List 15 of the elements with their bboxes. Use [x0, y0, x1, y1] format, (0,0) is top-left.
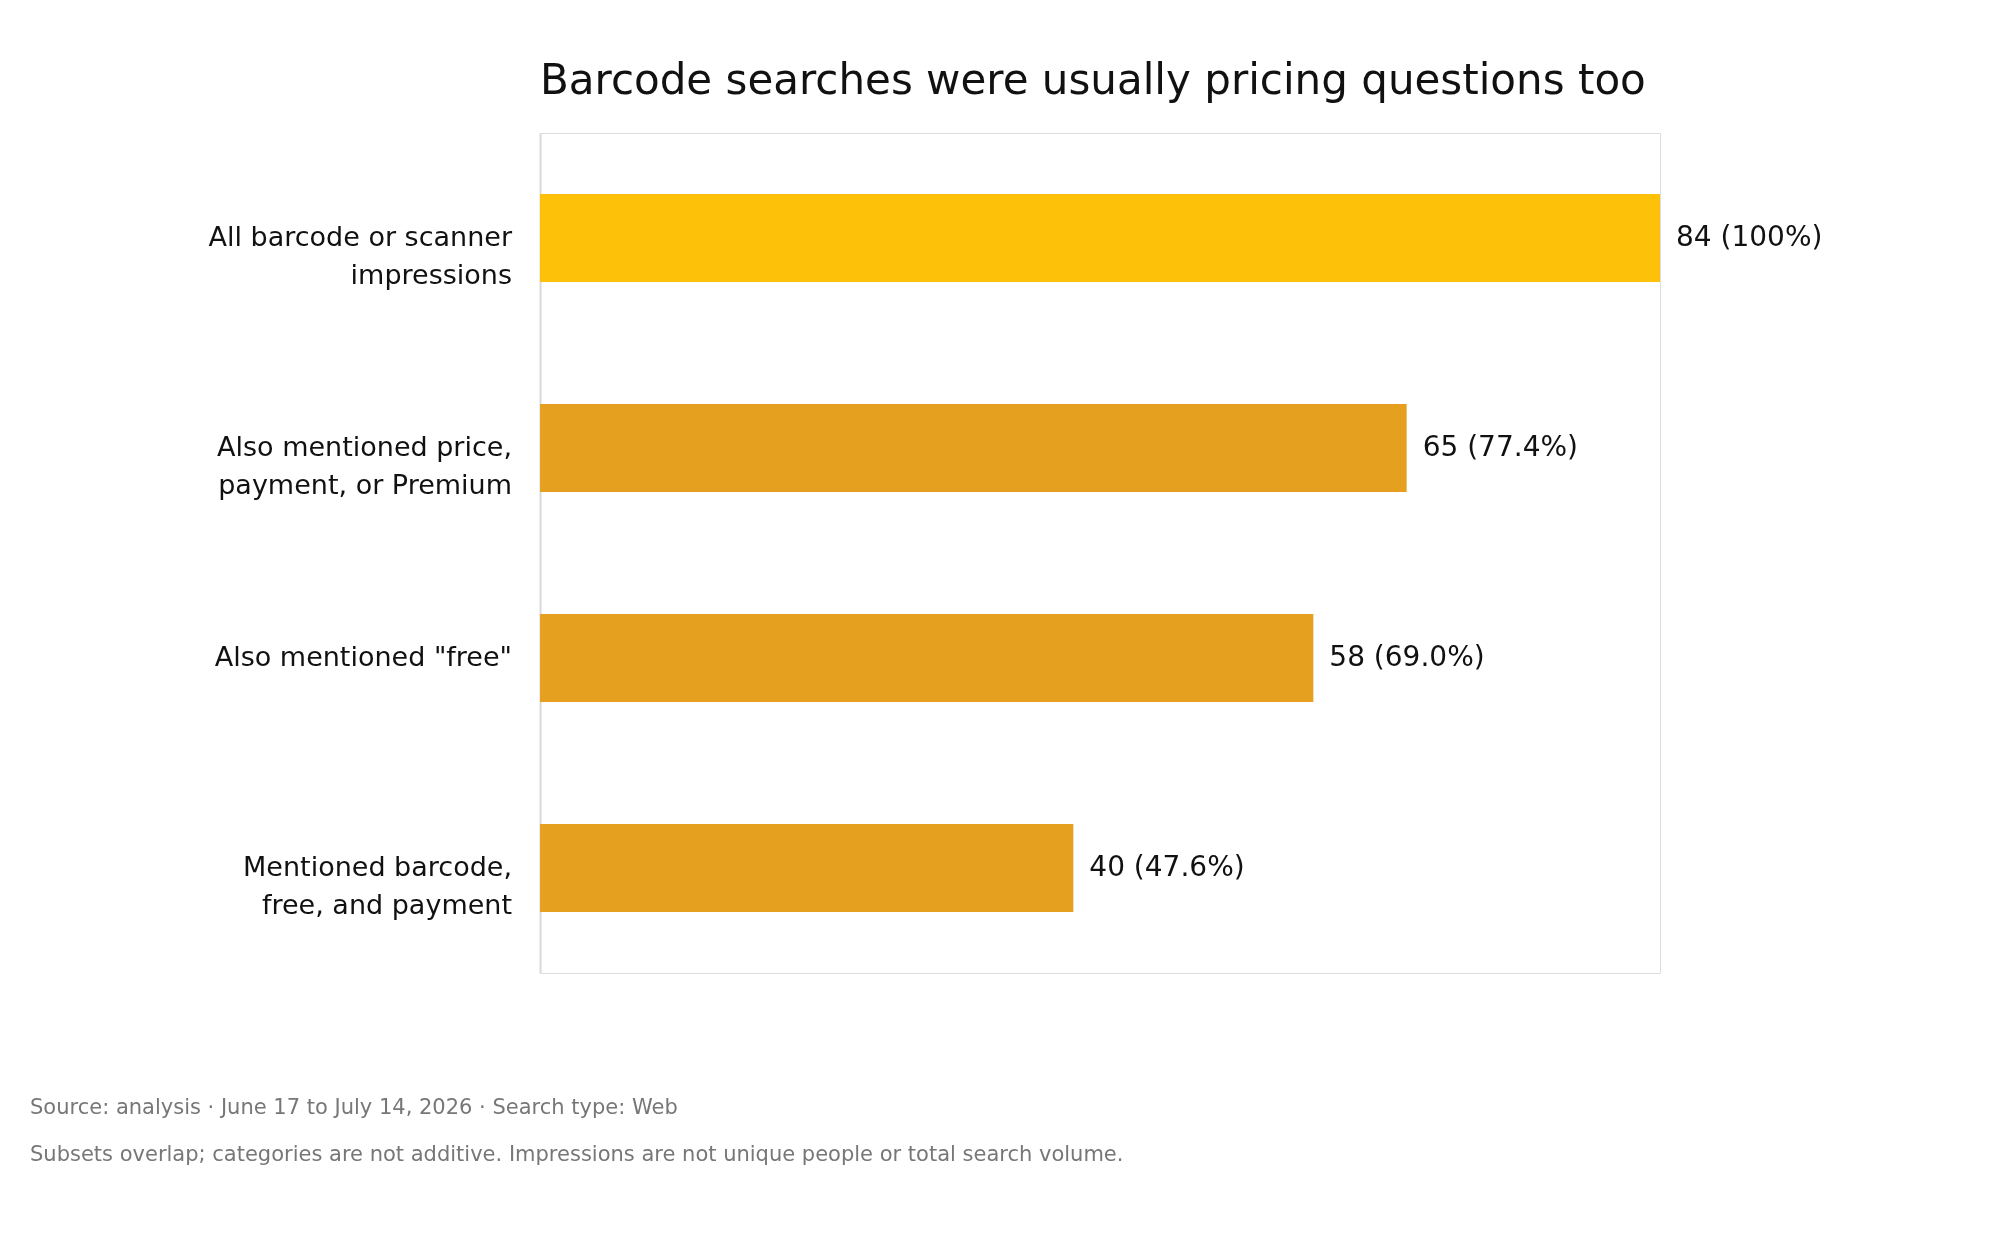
source-note: Source: analysis · June 17 to July 14, 2026 · Search type: Web: [30, 1095, 678, 1119]
data-label: 40 (47.6%): [1089, 850, 1245, 883]
y-tick-label: Also mentioned price, payment, or Premium: [217, 431, 512, 500]
chart-title: Barcode searches were usually pricing questions too: [540, 55, 1646, 104]
bar: [540, 823, 1074, 913]
bar: [540, 403, 1407, 493]
y-tick-label: Also mentioned "free": [214, 641, 512, 672]
bar: [540, 193, 1660, 283]
y-tick-label: All barcode or scanner impressions: [208, 221, 513, 290]
bar: [540, 613, 1314, 703]
data-label: 65 (77.4%): [1422, 430, 1578, 463]
y-tick-label: Mentioned barcode, free, and payment: [243, 851, 512, 920]
data-label: 84 (100%): [1676, 220, 1823, 253]
text: Subsets overlap; categories are not additive. Impressions are not unique people or total search volume.: [30, 1142, 1124, 1166]
data-label: 58 (69.0%): [1329, 640, 1485, 673]
